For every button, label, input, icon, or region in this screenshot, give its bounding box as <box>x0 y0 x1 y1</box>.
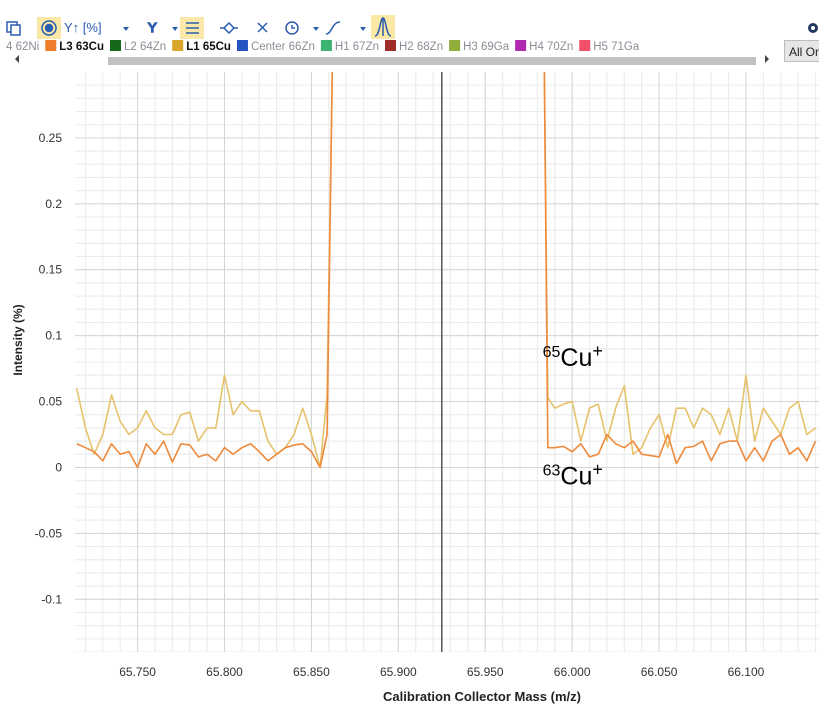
channel-swatch <box>515 40 527 51</box>
y-tick-label: 0.25 <box>39 131 63 145</box>
channel-label[interactable]: L3 63Cu <box>59 41 104 53</box>
y-tick-label: -0.1 <box>41 592 62 606</box>
target-button[interactable] <box>41 20 57 36</box>
y-mode-button[interactable]: Y <box>147 19 158 36</box>
peak-button[interactable] <box>374 17 392 37</box>
scroll-left[interactable] <box>15 55 19 63</box>
channel-label[interactable]: 4 62Ni <box>6 41 39 53</box>
all-on-button[interactable]: All On <box>784 40 819 62</box>
y-tick-label: 0.15 <box>39 263 63 277</box>
dropdown-arrow[interactable] <box>172 27 178 31</box>
scrollbar[interactable] <box>15 55 769 65</box>
grid <box>75 72 819 652</box>
annotation: 63Cu+ <box>543 460 603 491</box>
dropdown-arrow[interactable] <box>360 27 366 31</box>
x-axis-label: Calibration Collector Mass (m/z) <box>383 689 581 704</box>
chart: -0.1 -0.05 0 0.05 0.1 0.15 0.2 0.25 65.750 65.800… <box>35 72 819 679</box>
scroll-thumb[interactable] <box>108 57 756 65</box>
isotope-element: Cu <box>560 344 592 372</box>
dropdown-arrow[interactable] <box>123 27 129 31</box>
x-tick-label: 66.000 <box>554 665 591 679</box>
channel-swatch <box>320 40 332 51</box>
channel-label[interactable]: H3 69Ga <box>463 41 510 53</box>
y-axis-label: Intensity (%) <box>11 304 25 375</box>
channel-label[interactable]: H4 70Zn <box>529 41 573 53</box>
annotation: 65Cu+ <box>543 341 603 372</box>
isotope-charge: + <box>592 341 603 361</box>
x-tick-label: 65.900 <box>380 665 417 679</box>
y-tick-label: -0.05 <box>35 526 63 540</box>
scroll-right[interactable] <box>765 55 769 63</box>
isotope-element: Cu <box>560 463 592 491</box>
y-tick-label: 0 <box>55 460 62 474</box>
dropdown-arrow[interactable] <box>313 27 319 31</box>
channel-swatch <box>172 40 184 51</box>
series-line <box>75 72 817 469</box>
y-scale-button[interactable]: Y↑ [%] <box>64 20 102 35</box>
channel-swatch <box>385 40 396 51</box>
list-button[interactable] <box>186 22 199 34</box>
channel-swatch <box>579 40 591 51</box>
marker-button[interactable] <box>220 21 238 35</box>
settings-button[interactable] <box>808 23 818 33</box>
x-tick-label: 66.100 <box>728 665 765 679</box>
channel-swatch <box>236 40 248 51</box>
channel-label[interactable]: Center 66Zn <box>251 41 315 53</box>
channel-swatch <box>110 40 121 51</box>
all-on-label: All On <box>789 45 819 59</box>
series-line <box>76 72 817 469</box>
channel-label[interactable]: H5 71Ga <box>593 41 640 53</box>
channel-label[interactable]: H2 68Zn <box>399 41 443 53</box>
toolbar: Y↑ [%] Y <box>6 15 818 39</box>
channel-label[interactable]: L1 65Cu <box>186 41 231 53</box>
curve-button[interactable] <box>325 21 341 35</box>
channel-label[interactable]: L2 64Zn <box>124 41 166 53</box>
isotope-mass: 65 <box>543 344 561 361</box>
x-tick-label: 65.800 <box>206 665 243 679</box>
y-tick-label: 0.2 <box>45 197 62 211</box>
isotope-mass: 63 <box>543 463 561 480</box>
isotope-charge: + <box>592 460 603 480</box>
y-tick-label: 0.1 <box>45 329 62 343</box>
x-tick-label: 65.950 <box>467 665 504 679</box>
clear-button[interactable] <box>257 22 268 33</box>
channel-strip: 4 62Ni L3 63Cu L2 64Zn L1 65Cu Center 66Zn H1… <box>6 40 640 53</box>
history-button[interactable] <box>285 21 299 35</box>
x-tick-label: 66.050 <box>641 665 678 679</box>
channel-swatch <box>45 40 57 51</box>
x-tick-label: 65.850 <box>293 665 330 679</box>
window-button[interactable] <box>6 21 21 36</box>
y-tick-label: 0.05 <box>39 395 63 409</box>
channel-label[interactable]: H1 67Zn <box>335 41 379 53</box>
x-tick-label: 65.750 <box>119 665 156 679</box>
channel-swatch <box>449 40 461 51</box>
